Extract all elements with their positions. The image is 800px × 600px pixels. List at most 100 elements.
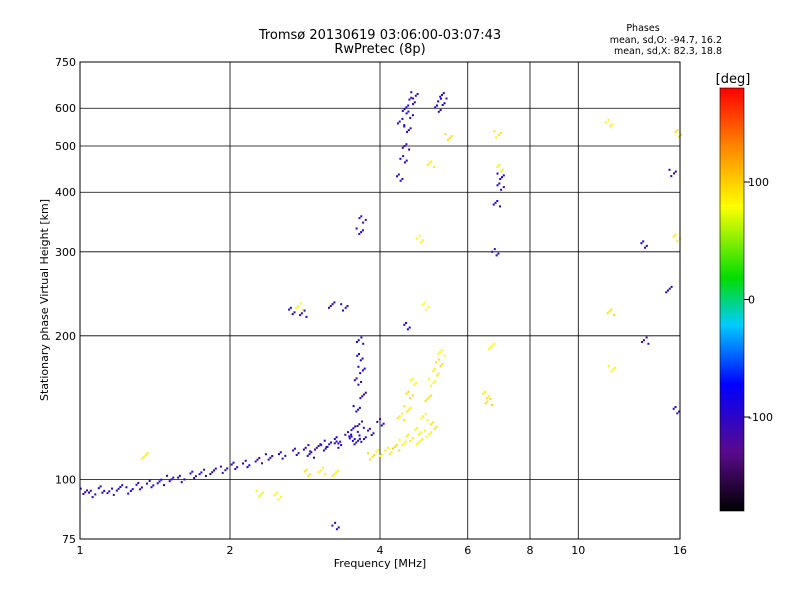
data-point <box>496 172 499 175</box>
data-point <box>425 435 428 438</box>
data-point <box>419 439 422 442</box>
data-point <box>674 406 677 408</box>
data-point <box>339 440 342 443</box>
y-tick-label: 75 <box>62 533 76 546</box>
data-point <box>640 242 643 245</box>
data-point <box>410 96 413 99</box>
data-point <box>254 460 257 463</box>
data-point <box>447 138 449 141</box>
data-point <box>437 372 440 375</box>
data-point <box>91 496 94 499</box>
data-point <box>672 407 675 410</box>
data-point <box>405 143 408 146</box>
data-point <box>441 104 444 106</box>
data-point <box>439 109 442 111</box>
data-point <box>248 464 251 467</box>
data-point <box>275 492 278 495</box>
data-point <box>642 240 645 243</box>
data-point <box>496 184 499 187</box>
data-point <box>429 384 432 387</box>
data-point <box>246 466 249 469</box>
data-point <box>668 168 671 171</box>
data-point <box>355 341 358 343</box>
data-point <box>409 406 412 409</box>
data-point <box>354 425 357 428</box>
data-point <box>611 123 614 126</box>
data-point <box>411 377 414 380</box>
data-point <box>407 129 410 132</box>
data-point <box>361 369 364 372</box>
data-point <box>94 493 97 496</box>
data-point <box>358 423 361 426</box>
data-point <box>665 291 668 294</box>
data-point <box>412 97 415 100</box>
data-point <box>258 456 261 459</box>
data-point <box>403 442 405 445</box>
data-point <box>320 444 323 447</box>
data-point <box>326 445 329 448</box>
data-point <box>271 455 274 457</box>
data-point <box>433 427 436 430</box>
data-point <box>379 418 381 421</box>
data-point <box>361 395 364 398</box>
data-point <box>420 417 423 420</box>
data-point <box>203 468 206 471</box>
x-axis: 1 2 4 6 8 10 16 <box>77 544 688 557</box>
data-point <box>291 313 294 316</box>
grid-lines <box>79 61 681 540</box>
y-tick-label: 200 <box>55 330 76 343</box>
data-point <box>492 203 495 206</box>
x-tick-label: 10 <box>571 544 585 557</box>
data-point <box>495 136 498 139</box>
data-point <box>264 453 267 456</box>
data-point <box>135 483 138 486</box>
data-point <box>363 393 365 396</box>
data-point <box>333 301 336 304</box>
data-point <box>355 441 358 444</box>
data-point <box>673 172 675 175</box>
data-point <box>403 108 406 111</box>
chart-subtitle: RwPretec (8p) <box>334 42 425 57</box>
data-point <box>434 106 437 109</box>
data-point <box>307 444 310 447</box>
data-point <box>398 120 401 123</box>
data-point <box>352 405 355 408</box>
data-point <box>401 146 404 149</box>
data-point <box>336 469 339 472</box>
data-point <box>444 133 447 136</box>
data-point <box>493 342 496 345</box>
data-point <box>357 439 360 442</box>
data-point <box>273 493 276 496</box>
data-point <box>295 454 298 456</box>
data-point <box>406 130 408 133</box>
data-point <box>404 440 407 443</box>
data-point <box>347 431 349 434</box>
data-point <box>430 394 432 397</box>
data-point <box>353 438 356 441</box>
data-point <box>428 433 431 436</box>
data-point <box>395 444 398 447</box>
data-point <box>328 306 330 309</box>
data-point <box>485 397 488 400</box>
data-point <box>496 200 499 202</box>
data-point <box>277 498 280 501</box>
data-point <box>403 323 406 326</box>
data-point <box>428 396 431 399</box>
data-point <box>609 125 612 128</box>
data-point <box>430 431 432 434</box>
data-point <box>333 473 336 476</box>
data-point <box>293 447 296 450</box>
data-point <box>443 354 446 357</box>
data-point <box>148 479 151 482</box>
data-point <box>493 248 496 251</box>
data-point <box>351 439 354 442</box>
data-point <box>604 121 607 124</box>
data-point <box>106 492 109 495</box>
data-point <box>430 423 433 426</box>
data-point <box>409 116 412 119</box>
data-point <box>432 381 435 384</box>
data-point <box>79 487 82 490</box>
data-point <box>409 397 412 400</box>
data-point <box>401 444 404 447</box>
data-point <box>360 336 363 339</box>
